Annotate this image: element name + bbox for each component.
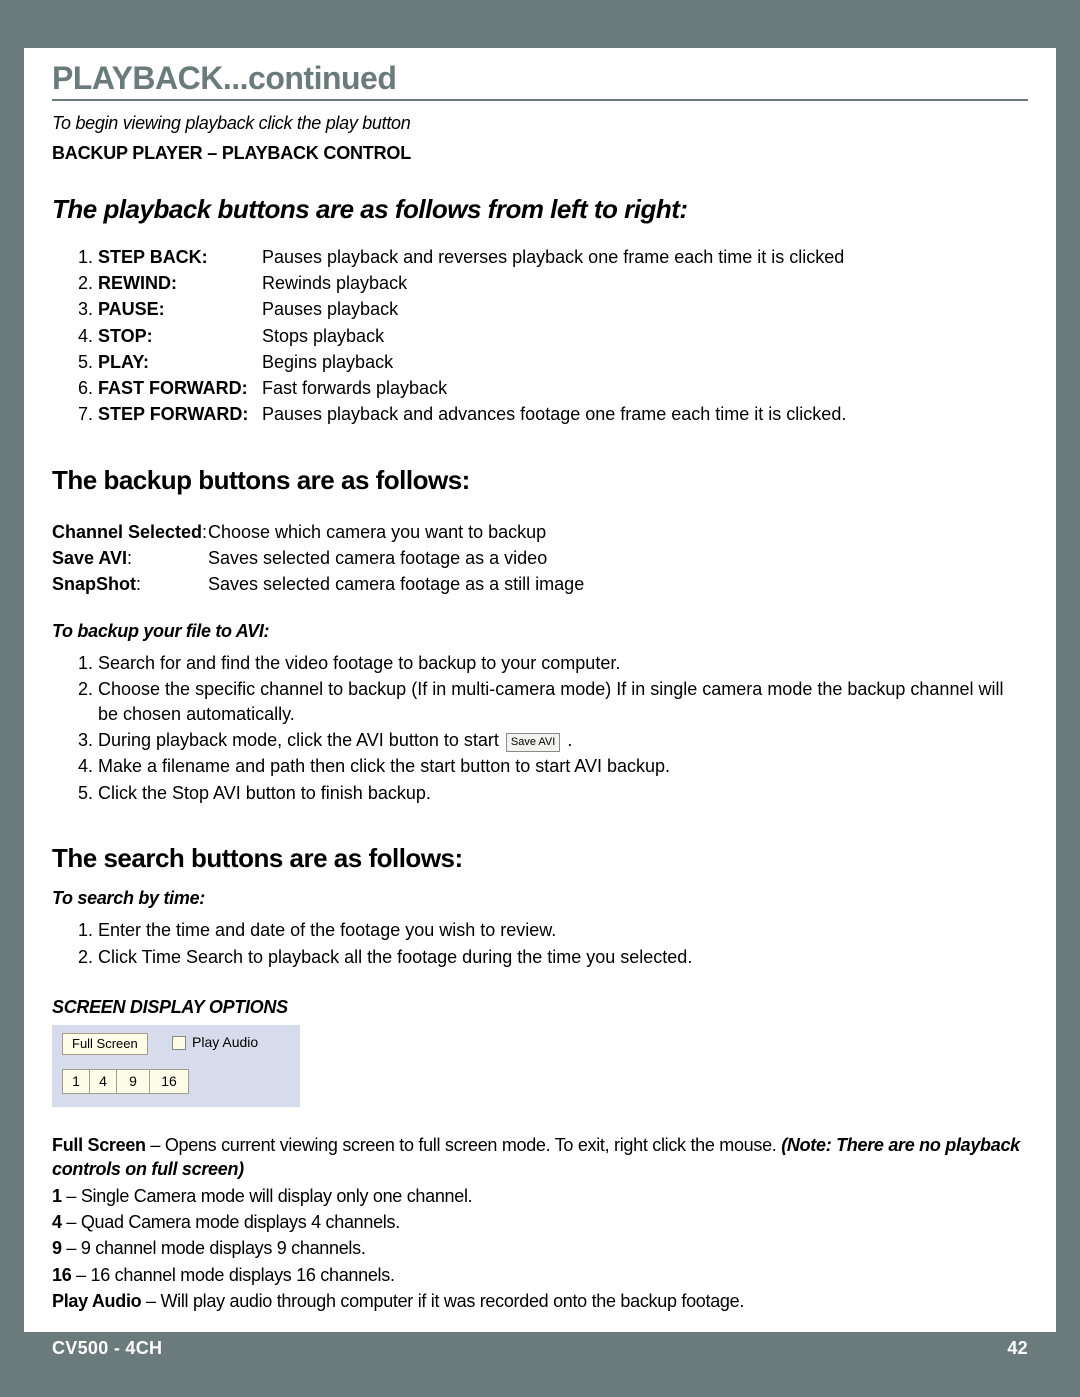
channel-grid-buttons: 1 4 9 16 (62, 1069, 188, 1094)
item-desc: Fast forwards playback (262, 376, 447, 400)
item-label: REWIND: (98, 271, 262, 295)
full-screen-button[interactable]: Full Screen (62, 1033, 148, 1055)
def-row: Save AVI:Saves selected camera footage a… (52, 546, 1028, 570)
def-label: Save AVI (52, 548, 127, 568)
def-desc: Saves selected camera footage as a video (208, 546, 547, 570)
checkbox-icon[interactable] (172, 1036, 186, 1050)
def-label: Channel Selected (52, 522, 202, 542)
def-desc: Choose which camera you want to backup (208, 520, 546, 544)
label: Full Screen (52, 1135, 146, 1155)
label: 1 (52, 1186, 62, 1206)
label: Play Audio (52, 1291, 141, 1311)
def-row: Channel Selected:Choose which camera you… (52, 520, 1028, 544)
step-item: Click the Stop AVI button to finish back… (98, 781, 1028, 805)
play-audio-label: Play Audio (192, 1033, 258, 1052)
text: – Will play audio through computer if it… (141, 1291, 744, 1311)
intro-line: To begin viewing playback click the play… (52, 111, 1028, 135)
backup-definitions: Channel Selected:Choose which camera you… (52, 520, 1028, 597)
avi-steps: Search for and find the video footage to… (80, 651, 1028, 805)
section-title: PLAYBACK...continued (52, 60, 1028, 101)
step-text: During playback mode, click the AVI butt… (98, 730, 504, 750)
list-item: STEP BACK:Pauses playback and reverses p… (98, 245, 1028, 269)
list-item: REWIND:Rewinds playback (98, 271, 1028, 295)
def-desc: Saves selected camera footage as a still… (208, 572, 584, 596)
item-desc: Stops playback (262, 324, 384, 348)
footer-model: CV500 - 4CH (52, 1338, 162, 1359)
def-row: SnapShot:Saves selected camera footage a… (52, 572, 1028, 596)
save-avi-button-icon: Save AVI (506, 733, 560, 752)
item-desc: Pauses playback and advances footage one… (262, 402, 846, 426)
channel-9-button[interactable]: 9 (116, 1069, 150, 1094)
page-content: To begin viewing playback click the play… (24, 101, 1056, 1313)
avi-heading: To backup your file to AVI: (52, 619, 1028, 643)
step-item: Search for and find the video footage to… (98, 651, 1028, 675)
playback-heading: The playback buttons are as follows from… (52, 192, 1028, 227)
step-item: Click Time Search to playback all the fo… (98, 945, 1028, 969)
text: – 16 channel mode displays 16 channels. (71, 1265, 394, 1285)
search-steps: Enter the time and date of the footage y… (80, 918, 1028, 969)
text: – Quad Camera mode displays 4 channels. (62, 1212, 400, 1232)
playback-buttons-list: STEP BACK:Pauses playback and reverses p… (80, 245, 1028, 427)
channel-16-button[interactable]: 16 (149, 1069, 189, 1094)
step-item: During playback mode, click the AVI butt… (98, 728, 1028, 752)
sub-heading: BACKUP PLAYER – PLAYBACK CONTROL (52, 141, 1028, 165)
section-header: PLAYBACK...continued (24, 48, 1056, 101)
list-item: STEP FORWARD:Pauses playback and advance… (98, 402, 1028, 426)
label: 4 (52, 1212, 62, 1232)
label: 16 (52, 1265, 71, 1285)
screen-display-descriptions: Full Screen – Opens current viewing scre… (52, 1133, 1028, 1313)
item-label: PAUSE: (98, 297, 262, 321)
play-audio-checkbox[interactable]: Play Audio (172, 1033, 258, 1052)
search-sub-heading: To search by time: (52, 886, 1028, 910)
label: 9 (52, 1238, 62, 1258)
item-label: STEP FORWARD: (98, 402, 262, 426)
item-label: STOP: (98, 324, 262, 348)
screen-display-panel: Full Screen Play Audio 1 4 9 16 (52, 1025, 300, 1107)
text: – 9 channel mode displays 9 channels. (62, 1238, 366, 1258)
list-item: FAST FORWARD:Fast forwards playback (98, 376, 1028, 400)
list-item: PAUSE:Pauses playback (98, 297, 1028, 321)
text: – Opens current viewing screen to full s… (146, 1135, 781, 1155)
list-item: STOP:Stops playback (98, 324, 1028, 348)
step-item: Choose the specific channel to backup (I… (98, 677, 1028, 726)
backup-heading: The backup buttons are as follows: (52, 463, 1028, 498)
step-item: Make a filename and path then click the … (98, 754, 1028, 778)
item-desc: Pauses playback and reverses playback on… (262, 245, 844, 269)
item-label: FAST FORWARD: (98, 376, 262, 400)
page-footer: CV500 - 4CH 42 (24, 1332, 1056, 1365)
step-item: Enter the time and date of the footage y… (98, 918, 1028, 942)
screen-display-heading: SCREEN DISPLAY OPTIONS (52, 995, 1028, 1019)
item-desc: Pauses playback (262, 297, 398, 321)
item-desc: Begins playback (262, 350, 393, 374)
item-desc: Rewinds playback (262, 271, 407, 295)
document-page: PLAYBACK...continued To begin viewing pl… (24, 48, 1056, 1365)
def-label: SnapShot (52, 574, 136, 594)
item-label: PLAY: (98, 350, 262, 374)
channel-4-button[interactable]: 4 (89, 1069, 117, 1094)
search-heading: The search buttons are as follows: (52, 841, 1028, 876)
item-label: STEP BACK: (98, 245, 262, 269)
footer-page-number: 42 (1007, 1338, 1028, 1359)
channel-1-button[interactable]: 1 (62, 1069, 90, 1094)
list-item: PLAY:Begins playback (98, 350, 1028, 374)
step-text: . (562, 730, 572, 750)
text: – Single Camera mode will display only o… (62, 1186, 473, 1206)
